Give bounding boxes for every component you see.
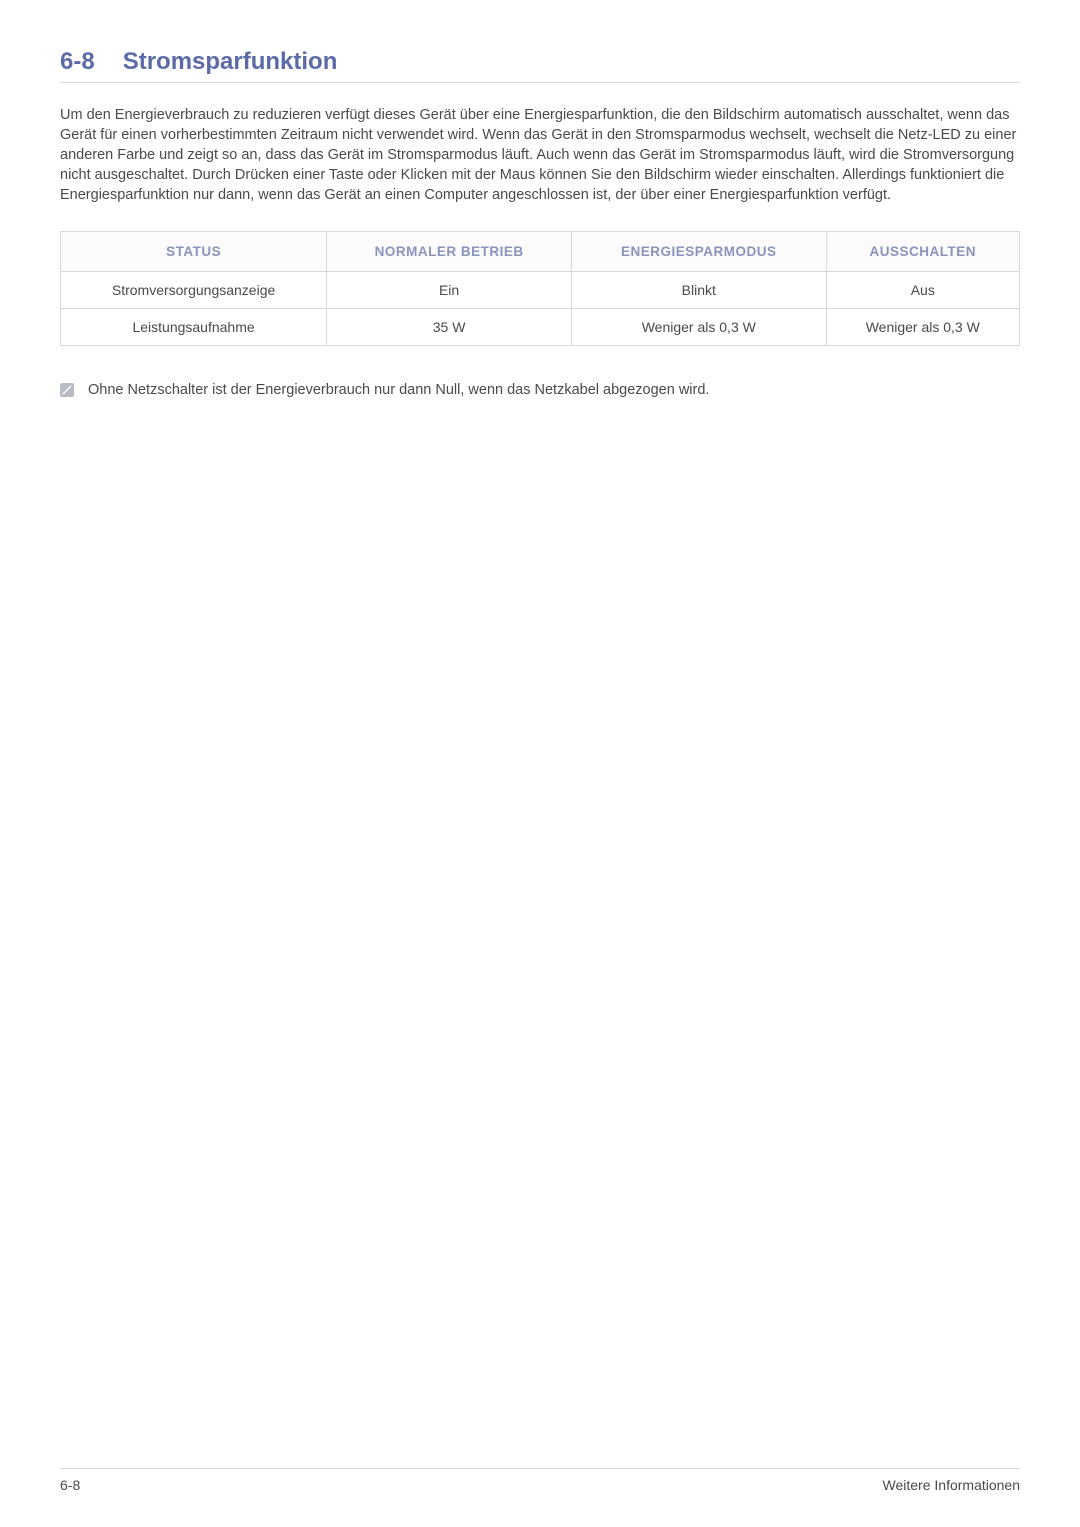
section-header: 6-8 Stromsparfunktion [60, 48, 1020, 83]
cell-off: Aus [826, 272, 1019, 309]
section-number: 6-8 [60, 48, 95, 76]
table-row: Stromversorgungsanzeige Ein Blinkt Aus [61, 272, 1020, 309]
power-table: STATUS NORMALER BETRIEB ENERGIESPARMODUS… [60, 231, 1020, 346]
info-icon [60, 383, 74, 397]
table-header-row: STATUS NORMALER BETRIEB ENERGIESPARMODUS… [61, 232, 1020, 272]
cell-off: Weniger als 0,3 W [826, 309, 1019, 346]
page: 6-8 Stromsparfunktion Um den Energieverb… [0, 0, 1080, 1527]
note-text: Ohne Netzschalter ist der Energieverbrau… [88, 382, 709, 398]
cell-normal: Ein [327, 272, 572, 309]
section-title: Stromsparfunktion [123, 48, 338, 76]
intro-paragraph: Um den Energieverbrauch zu reduzieren ve… [60, 105, 1020, 205]
cell-energy: Blinkt [572, 272, 827, 309]
footer-right: Weitere Informationen [883, 1477, 1020, 1493]
note: Ohne Netzschalter ist der Energieverbrau… [60, 382, 1020, 398]
th-normal: NORMALER BETRIEB [327, 232, 572, 272]
th-status: STATUS [61, 232, 327, 272]
cell-label: Leistungsaufnahme [61, 309, 327, 346]
th-off: AUSSCHALTEN [826, 232, 1019, 272]
cell-normal: 35 W [327, 309, 572, 346]
th-energy: ENERGIESPARMODUS [572, 232, 827, 272]
cell-energy: Weniger als 0,3 W [572, 309, 827, 346]
table-row: Leistungsaufnahme 35 W Weniger als 0,3 W… [61, 309, 1020, 346]
cell-label: Stromversorgungsanzeige [61, 272, 327, 309]
footer-left: 6-8 [60, 1477, 80, 1493]
page-footer: 6-8 Weitere Informationen [60, 1468, 1020, 1493]
